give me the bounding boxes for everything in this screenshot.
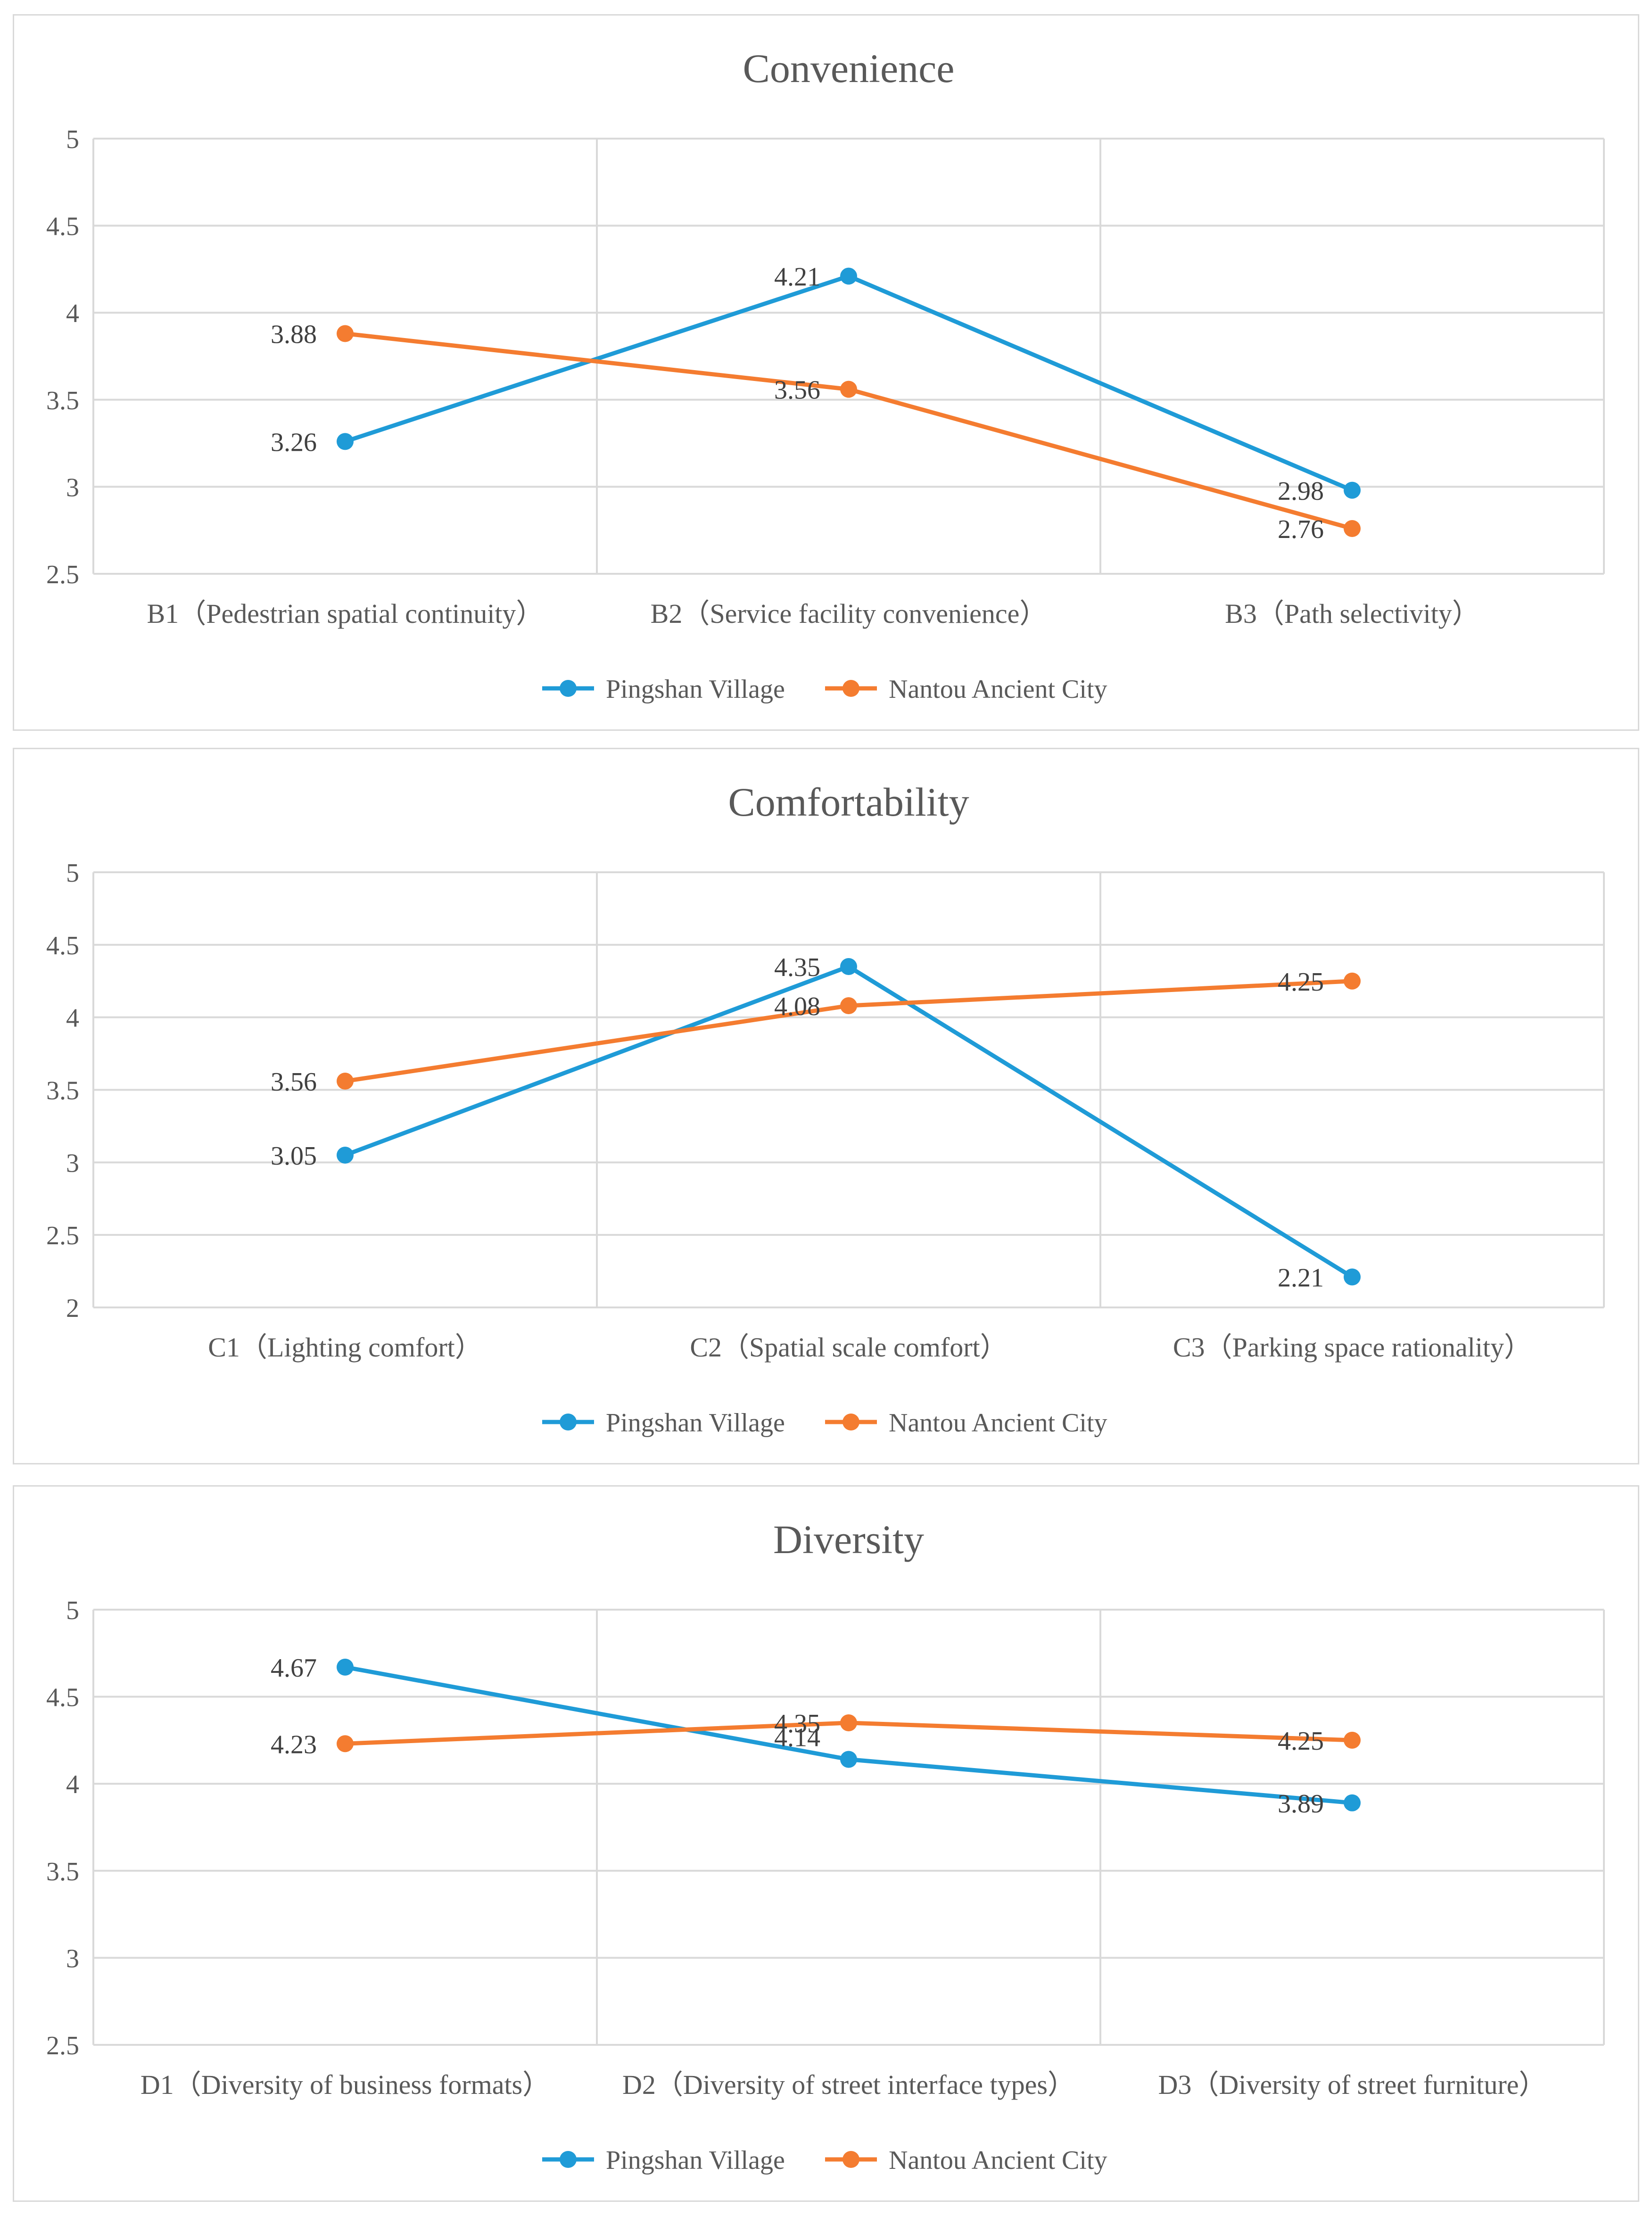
y-tick-label: 5 — [66, 125, 79, 154]
data-label-nantou-ancient-city: 4.25 — [1278, 967, 1324, 997]
data-label-nantou-ancient-city: 3.56 — [774, 376, 820, 405]
data-point-nantou-ancient-city — [337, 325, 354, 342]
category-label: D2（Diversity of street interface types） — [622, 2069, 1075, 2100]
data-label-nantou-ancient-city: 4.35 — [774, 1709, 820, 1738]
data-label-nantou-ancient-city: 4.23 — [271, 1730, 317, 1759]
data-point-pingshan-village — [840, 267, 857, 285]
legend-label-nantou-ancient-city: Nantou Ancient City — [889, 675, 1107, 704]
legend-marker-nantou-ancient-city — [843, 1414, 859, 1430]
category-label: C2（Spatial scale comfort） — [690, 1332, 1007, 1363]
data-point-pingshan-village — [337, 1658, 354, 1676]
y-tick-label: 2.5 — [46, 2031, 79, 2060]
comfortability-chart-panel: Comfortability 2 2.5 3 3.5 4 4.5 5 C1（Lighting c… — [13, 748, 1639, 1464]
chart-title: Diversity — [773, 1517, 924, 1562]
y-tick-label: 4 — [66, 299, 79, 328]
data-label-pingshan-village: 3.26 — [271, 428, 317, 457]
data-label-pingshan-village: 3.05 — [271, 1141, 317, 1171]
data-point-nantou-ancient-city — [337, 1735, 354, 1753]
y-tick-label: 4 — [66, 1770, 79, 1799]
data-point-nantou-ancient-city — [1344, 972, 1361, 990]
category-label: B2（Service facility convenience） — [651, 598, 1047, 629]
data-label-nantou-ancient-city: 3.88 — [271, 320, 317, 349]
legend-label-pingshan-village: Pingshan Village — [606, 1408, 785, 1438]
y-tick-label: 3.5 — [46, 1076, 79, 1106]
data-point-nantou-ancient-city — [840, 997, 857, 1015]
data-label-nantou-ancient-city: 4.08 — [774, 992, 820, 1021]
y-tick-label: 3.5 — [46, 1857, 79, 1886]
data-label-pingshan-village: 4.35 — [774, 953, 820, 982]
y-tick-label: 3 — [66, 1944, 79, 1973]
legend-label-pingshan-village: Pingshan Village — [606, 675, 785, 704]
y-tick-label: 4.5 — [46, 1683, 79, 1712]
category-label: D3（Diversity of street furniture） — [1158, 2069, 1546, 2100]
y-tick-label: 4.5 — [46, 212, 79, 241]
data-point-nantou-ancient-city — [1344, 520, 1361, 537]
data-point-pingshan-village — [1344, 481, 1361, 499]
y-tick-label: 2.5 — [46, 560, 79, 589]
data-label-pingshan-village: 3.89 — [1278, 1789, 1324, 1819]
data-point-nantou-ancient-city — [1344, 1731, 1361, 1749]
convenience-chart-panel: Convenience 2.5 3 3.5 4 4.5 5 B1（Pedestrian spa… — [13, 14, 1639, 731]
data-label-pingshan-village: 2.98 — [1278, 477, 1324, 506]
category-label: D1（Diversity of business formats） — [140, 2069, 550, 2100]
data-point-nantou-ancient-city — [840, 1714, 857, 1731]
data-point-nantou-ancient-city — [337, 1073, 354, 1090]
category-label: C1（Lighting comfort） — [208, 1332, 482, 1363]
data-label-pingshan-village: 4.67 — [271, 1654, 317, 1683]
y-tick-label: 3 — [66, 1149, 79, 1178]
y-tick-label: 2 — [66, 1294, 79, 1323]
legend-marker-pingshan-village — [560, 1414, 577, 1430]
comfortability-chart: Comfortability 2 2.5 3 3.5 4 4.5 5 C1（Lighting c… — [46, 779, 1605, 1438]
data-point-pingshan-village — [337, 433, 354, 450]
data-label-nantou-ancient-city: 2.76 — [1278, 515, 1324, 544]
legend-label-nantou-ancient-city: Nantou Ancient City — [889, 2146, 1107, 2175]
y-tick-label: 3 — [66, 473, 79, 502]
convenience-chart: Convenience 2.5 3 3.5 4 4.5 5 B1（Pedestrian spa… — [46, 46, 1605, 704]
data-label-nantou-ancient-city: 4.25 — [1278, 1727, 1324, 1756]
category-label: C3（Parking space rationality） — [1173, 1332, 1531, 1363]
chart-title: Convenience — [743, 46, 955, 91]
y-tick-label: 5 — [66, 1596, 79, 1625]
data-label-pingshan-village: 4.21 — [774, 263, 820, 292]
data-label-pingshan-village: 4.14 — [774, 1723, 820, 1753]
y-tick-label: 3.5 — [46, 386, 79, 415]
data-label-pingshan-village: 2.21 — [1278, 1263, 1324, 1292]
legend-marker-pingshan-village — [560, 2151, 577, 2168]
category-label: B1（Pedestrian spatial continuity） — [147, 598, 544, 629]
category-label: B3（Path selectivity） — [1225, 598, 1479, 629]
diversity-chart-panel: Diversity 2.5 3 3.5 4 4.5 5 D1（Diversity of bus… — [13, 1485, 1639, 2202]
data-point-pingshan-village — [840, 958, 857, 975]
series-line-nantou-ancient-city — [345, 979, 1353, 1083]
series-line-nantou-ancient-city — [345, 331, 1353, 531]
legend-marker-nantou-ancient-city — [843, 680, 859, 697]
data-point-pingshan-village — [1344, 1268, 1361, 1286]
data-point-pingshan-village — [1344, 1794, 1361, 1811]
diversity-chart: Diversity 2.5 3 3.5 4 4.5 5 D1（Diversity of bus… — [46, 1517, 1605, 2175]
legend-marker-nantou-ancient-city — [843, 2151, 859, 2168]
data-label-nantou-ancient-city: 3.56 — [271, 1067, 317, 1097]
y-tick-label: 4.5 — [46, 931, 79, 960]
chart-title: Comfortability — [728, 779, 969, 825]
y-tick-label: 4 — [66, 1004, 79, 1033]
data-point-nantou-ancient-city — [840, 380, 857, 398]
legend-label-nantou-ancient-city: Nantou Ancient City — [889, 1408, 1107, 1438]
legend-label-pingshan-village: Pingshan Village — [606, 2146, 785, 2175]
data-point-pingshan-village — [840, 1751, 857, 1768]
y-tick-label: 5 — [66, 859, 79, 888]
data-point-pingshan-village — [337, 1146, 354, 1164]
y-tick-label: 2.5 — [46, 1221, 79, 1250]
legend-marker-pingshan-village — [560, 680, 577, 697]
